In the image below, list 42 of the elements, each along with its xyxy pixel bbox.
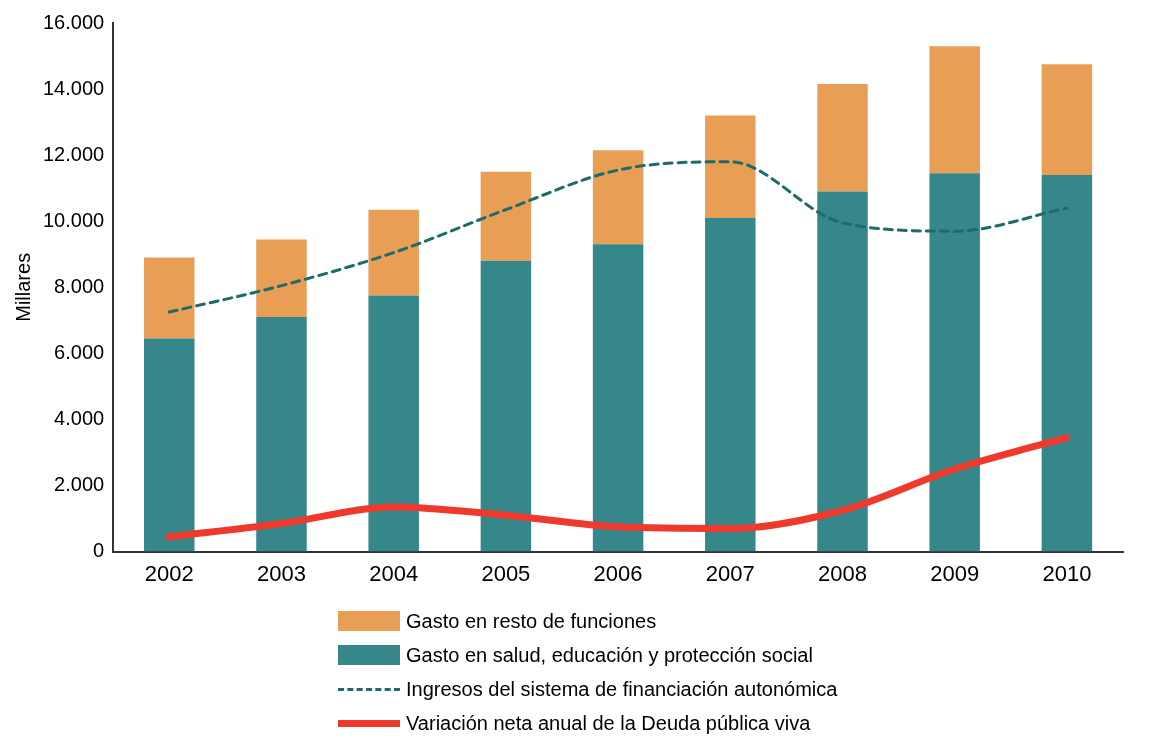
bar <box>1041 64 1093 175</box>
y-tick-label: 10.000 <box>43 208 105 231</box>
bar <box>817 191 868 552</box>
bar <box>368 209 419 296</box>
bar <box>592 150 644 245</box>
bar <box>256 317 307 552</box>
x-tick-label: 2007 <box>705 560 755 586</box>
bar <box>368 295 419 552</box>
y-tick-label: 16.000 <box>43 10 105 33</box>
bar <box>817 84 868 192</box>
x-tick-label: 2008 <box>818 560 867 586</box>
bar <box>705 115 756 218</box>
x-tick-label: 2009 <box>930 560 980 586</box>
x-tick-label: 2005 <box>481 560 531 586</box>
legend-label: Variación neta anual de la Deuda pública viva <box>406 711 811 735</box>
legend-label: Ingresos del sistema de financiación autonómica <box>406 677 838 701</box>
bar <box>256 239 307 318</box>
y-tick-label: 0 <box>93 539 105 562</box>
x-tick-label: 2004 <box>369 560 419 586</box>
bar <box>705 217 756 552</box>
y-tick-label: 8.000 <box>54 274 105 297</box>
bar <box>144 257 195 339</box>
x-tick-label: 2010 <box>1042 560 1092 586</box>
line-series <box>167 160 1069 314</box>
y-tick-label: 14.000 <box>43 76 105 99</box>
legend-label: Gasto en resto de funciones <box>406 609 657 633</box>
bar <box>929 173 980 552</box>
x-tick-label: 2003 <box>257 560 306 586</box>
y-tick-label: 4.000 <box>54 406 105 429</box>
y-tick-label: 2.000 <box>54 473 105 496</box>
legend-label: Gasto en salud, educación y protección social <box>406 643 813 667</box>
y-tick-label: 6.000 <box>54 340 105 363</box>
x-tick-label: 2002 <box>144 560 194 586</box>
bar <box>929 46 980 174</box>
y-tick-label: 12.000 <box>43 142 105 165</box>
bar <box>144 338 195 552</box>
y-axis-title: Millares <box>11 252 34 322</box>
bar <box>592 244 644 552</box>
x-tick-label: 2006 <box>593 560 643 586</box>
bar <box>480 171 532 261</box>
bar <box>1041 174 1093 552</box>
bar <box>480 260 532 552</box>
